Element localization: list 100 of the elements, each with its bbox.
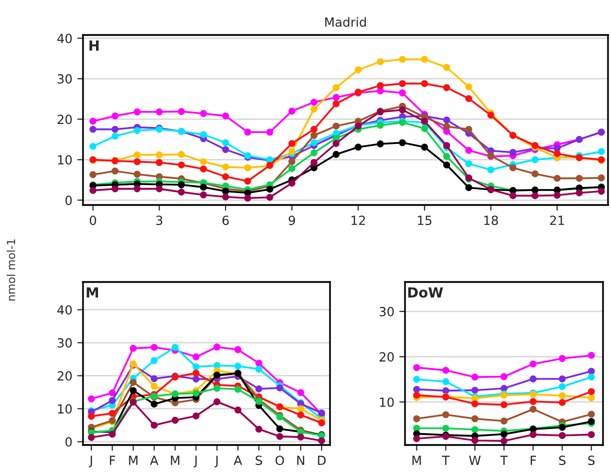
- point: [150, 422, 158, 429]
- point: [288, 165, 296, 172]
- point: [134, 151, 141, 158]
- point: [532, 192, 539, 200]
- x-tick-label: M: [412, 456, 421, 465]
- point: [310, 98, 318, 106]
- point: [442, 378, 450, 386]
- point: [255, 426, 262, 433]
- point: [88, 395, 95, 402]
- x-tick-label: M: [129, 456, 138, 465]
- point: [509, 164, 516, 172]
- point: [443, 116, 450, 124]
- point: [244, 194, 252, 202]
- y-tick-label: 0: [65, 437, 72, 447]
- x-tick-label: F: [110, 456, 116, 465]
- point: [222, 173, 230, 180]
- point: [244, 164, 252, 172]
- point: [554, 174, 561, 182]
- x-tick-label: A: [150, 456, 158, 465]
- point: [530, 375, 537, 382]
- point: [465, 95, 472, 102]
- point: [471, 400, 478, 408]
- y-tick-label: 20: [58, 114, 72, 124]
- point: [310, 159, 318, 166]
- point: [558, 355, 566, 362]
- point: [558, 383, 566, 390]
- point: [421, 125, 428, 132]
- point: [192, 363, 200, 370]
- point: [413, 435, 420, 442]
- point: [266, 194, 274, 201]
- point: [222, 193, 230, 200]
- x-tick-label: 3: [156, 216, 162, 226]
- point: [89, 126, 96, 133]
- point: [376, 122, 384, 129]
- x-tick-label: D: [318, 456, 326, 465]
- y-axis-title: nmol mol-1: [6, 239, 16, 301]
- point: [150, 357, 158, 364]
- point: [112, 168, 119, 174]
- point: [398, 89, 406, 96]
- y-tick-label: 10: [380, 397, 394, 407]
- point: [134, 158, 141, 166]
- y-tick-label: 30: [380, 306, 394, 316]
- point: [297, 412, 304, 418]
- point: [598, 174, 605, 182]
- point: [276, 425, 284, 432]
- point: [130, 387, 137, 394]
- point: [310, 149, 318, 156]
- point: [465, 184, 472, 192]
- point: [398, 139, 406, 146]
- point: [172, 416, 179, 424]
- x-tick-label: 6: [222, 216, 229, 226]
- point: [443, 123, 450, 130]
- point: [88, 434, 95, 441]
- point: [576, 174, 583, 182]
- point: [332, 84, 340, 92]
- point: [532, 156, 539, 164]
- point: [421, 56, 428, 63]
- point: [156, 185, 163, 192]
- point: [297, 405, 304, 412]
- point: [222, 112, 230, 120]
- x-tick-label: 21: [550, 216, 564, 225]
- x-tick-label: T: [442, 456, 450, 465]
- point: [255, 360, 262, 367]
- point: [332, 150, 340, 158]
- x-tick-label: 0: [90, 216, 96, 226]
- point: [108, 430, 116, 438]
- point: [89, 186, 96, 194]
- point: [192, 353, 200, 360]
- point: [442, 424, 450, 432]
- point: [530, 406, 537, 413]
- point: [500, 373, 508, 380]
- x-tick-label: 18: [484, 216, 498, 226]
- point: [471, 426, 478, 434]
- point: [234, 406, 242, 414]
- point: [266, 128, 274, 136]
- point: [558, 398, 566, 406]
- point: [276, 432, 284, 440]
- chart-title: Madrid: [325, 17, 366, 27]
- point: [112, 185, 119, 192]
- point: [509, 192, 516, 200]
- point: [108, 389, 116, 396]
- point: [588, 368, 595, 375]
- point: [318, 419, 326, 426]
- point: [413, 376, 420, 383]
- point: [288, 140, 296, 147]
- point: [588, 374, 595, 381]
- point: [554, 192, 561, 199]
- point: [413, 364, 420, 372]
- annotation: M: [86, 287, 98, 298]
- point: [318, 437, 326, 444]
- point: [471, 386, 478, 394]
- point: [332, 122, 340, 130]
- point: [192, 370, 200, 377]
- point: [244, 128, 252, 136]
- x-tick-label: S: [256, 456, 262, 466]
- point: [156, 108, 163, 116]
- annotation: H: [90, 40, 99, 51]
- point: [465, 160, 472, 168]
- point: [200, 158, 207, 166]
- point: [310, 126, 318, 133]
